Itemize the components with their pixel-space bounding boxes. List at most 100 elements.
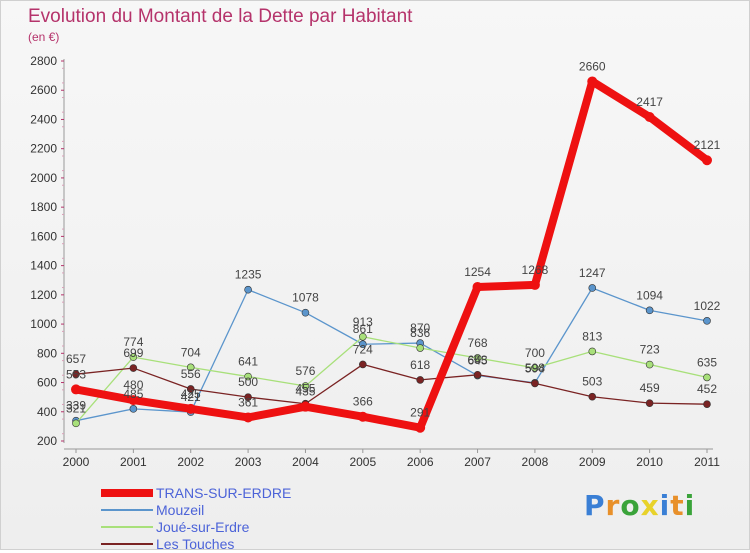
data-point: [588, 347, 597, 356]
data-label: 1247: [579, 266, 606, 280]
data-point: [703, 317, 711, 325]
y-tick-label: 200: [37, 434, 57, 448]
data-label: 435: [295, 385, 315, 399]
data-label: 339: [66, 399, 86, 413]
data-label: 480: [123, 378, 143, 392]
data-point: [244, 372, 252, 381]
data-label: 645: [468, 354, 488, 368]
data-point: [72, 419, 80, 428]
data-point: [359, 340, 367, 349]
data-point: [703, 400, 711, 408]
series-line-trans-sur-erdre: [72, 77, 711, 432]
y-tick-label: 1200: [30, 288, 57, 302]
data-point: [300, 401, 311, 412]
data-label: 641: [238, 355, 258, 369]
y-tick-label: 2200: [30, 142, 57, 156]
data-point: [416, 344, 424, 352]
data-label: 1268: [522, 263, 549, 277]
data-label: 2121: [694, 138, 721, 152]
data-label: 503: [582, 375, 602, 389]
data-point: [129, 405, 138, 413]
data-label: 553: [66, 367, 86, 381]
x-tick-label: 2005: [349, 455, 376, 469]
x-tick-label: 2002: [177, 455, 204, 469]
data-label: 576: [295, 364, 315, 378]
data-point: [301, 382, 310, 390]
data-label: 598: [525, 361, 545, 375]
x-tick-label: 2011: [694, 455, 720, 469]
chart-title: Evolution du Montant de la Dette par Hab…: [28, 6, 413, 27]
data-label: 1254: [464, 265, 491, 279]
data-label: 836: [410, 326, 430, 340]
legend-swatch: [101, 489, 153, 497]
y-tick-label: 2000: [30, 171, 57, 185]
data-point: [72, 370, 80, 379]
data-point: [473, 370, 482, 379]
logo-letter: i: [684, 489, 696, 522]
data-label: 1094: [636, 288, 663, 302]
data-label: 421: [181, 390, 201, 404]
data-label: 653: [468, 353, 488, 367]
x-tick-label: 2003: [235, 455, 262, 469]
data-point: [244, 393, 252, 401]
data-point: [645, 306, 654, 315]
y-tick-label: 1000: [30, 317, 57, 331]
proxiti-logo: Proxiti: [584, 489, 695, 522]
data-label: 768: [468, 336, 488, 350]
data-label: 618: [410, 358, 430, 372]
x-tick-label: 2010: [636, 455, 663, 469]
data-point: [301, 308, 310, 317]
logo-letter: x: [640, 489, 660, 522]
data-point: [186, 363, 195, 372]
data-point: [644, 111, 655, 122]
data-point: [588, 284, 597, 292]
y-tick-label: 2600: [30, 83, 57, 97]
series-line-mouzeil: [75, 287, 708, 422]
legend-label: Joué-sur-Erdre: [156, 519, 250, 535]
data-point: [243, 412, 254, 423]
data-point: [129, 353, 138, 361]
data-label: 291: [410, 406, 430, 420]
data-point: [531, 379, 539, 388]
data-point: [416, 376, 424, 384]
data-label: 455: [295, 382, 315, 396]
data-label: 657: [66, 352, 86, 366]
data-point: [529, 279, 540, 290]
data-label: 452: [697, 382, 717, 396]
logo-letter: r: [605, 489, 621, 522]
data-point: [645, 399, 654, 407]
y-tick-label: 1600: [30, 229, 57, 243]
logo-letter: t: [670, 489, 685, 522]
x-tick-label: 2004: [292, 455, 319, 469]
data-label: 1078: [292, 291, 319, 305]
data-label: 700: [525, 346, 545, 360]
data-label: 635: [697, 355, 717, 369]
legend-label: Les Touches: [156, 536, 235, 552]
data-label: 861: [353, 322, 373, 336]
data-point: [359, 360, 367, 369]
x-tick-label: 2001: [120, 455, 147, 469]
data-point: [186, 385, 195, 393]
data-point: [703, 373, 711, 382]
chart-unit-label: (en €): [28, 30, 60, 44]
data-point: [71, 384, 81, 395]
series-line-jou-sur-erdre: [75, 336, 708, 424]
x-tick-label: 2007: [464, 455, 491, 469]
data-label: 425: [181, 387, 201, 401]
data-label: 321: [66, 401, 86, 415]
data-point: [472, 281, 483, 292]
logo-letter: o: [620, 489, 641, 522]
data-label: 1022: [694, 299, 721, 313]
data-label: 774: [123, 335, 143, 349]
y-tick-label: 400: [37, 405, 57, 419]
data-point: [244, 285, 252, 294]
data-label: 723: [640, 343, 660, 357]
x-tick-label: 2009: [579, 455, 606, 469]
data-label: 500: [238, 375, 258, 389]
data-point: [415, 422, 426, 433]
data-point: [128, 395, 139, 406]
data-label: 2417: [636, 95, 663, 109]
legend-swatch: [101, 509, 153, 511]
y-tick-label: 800: [37, 346, 57, 360]
